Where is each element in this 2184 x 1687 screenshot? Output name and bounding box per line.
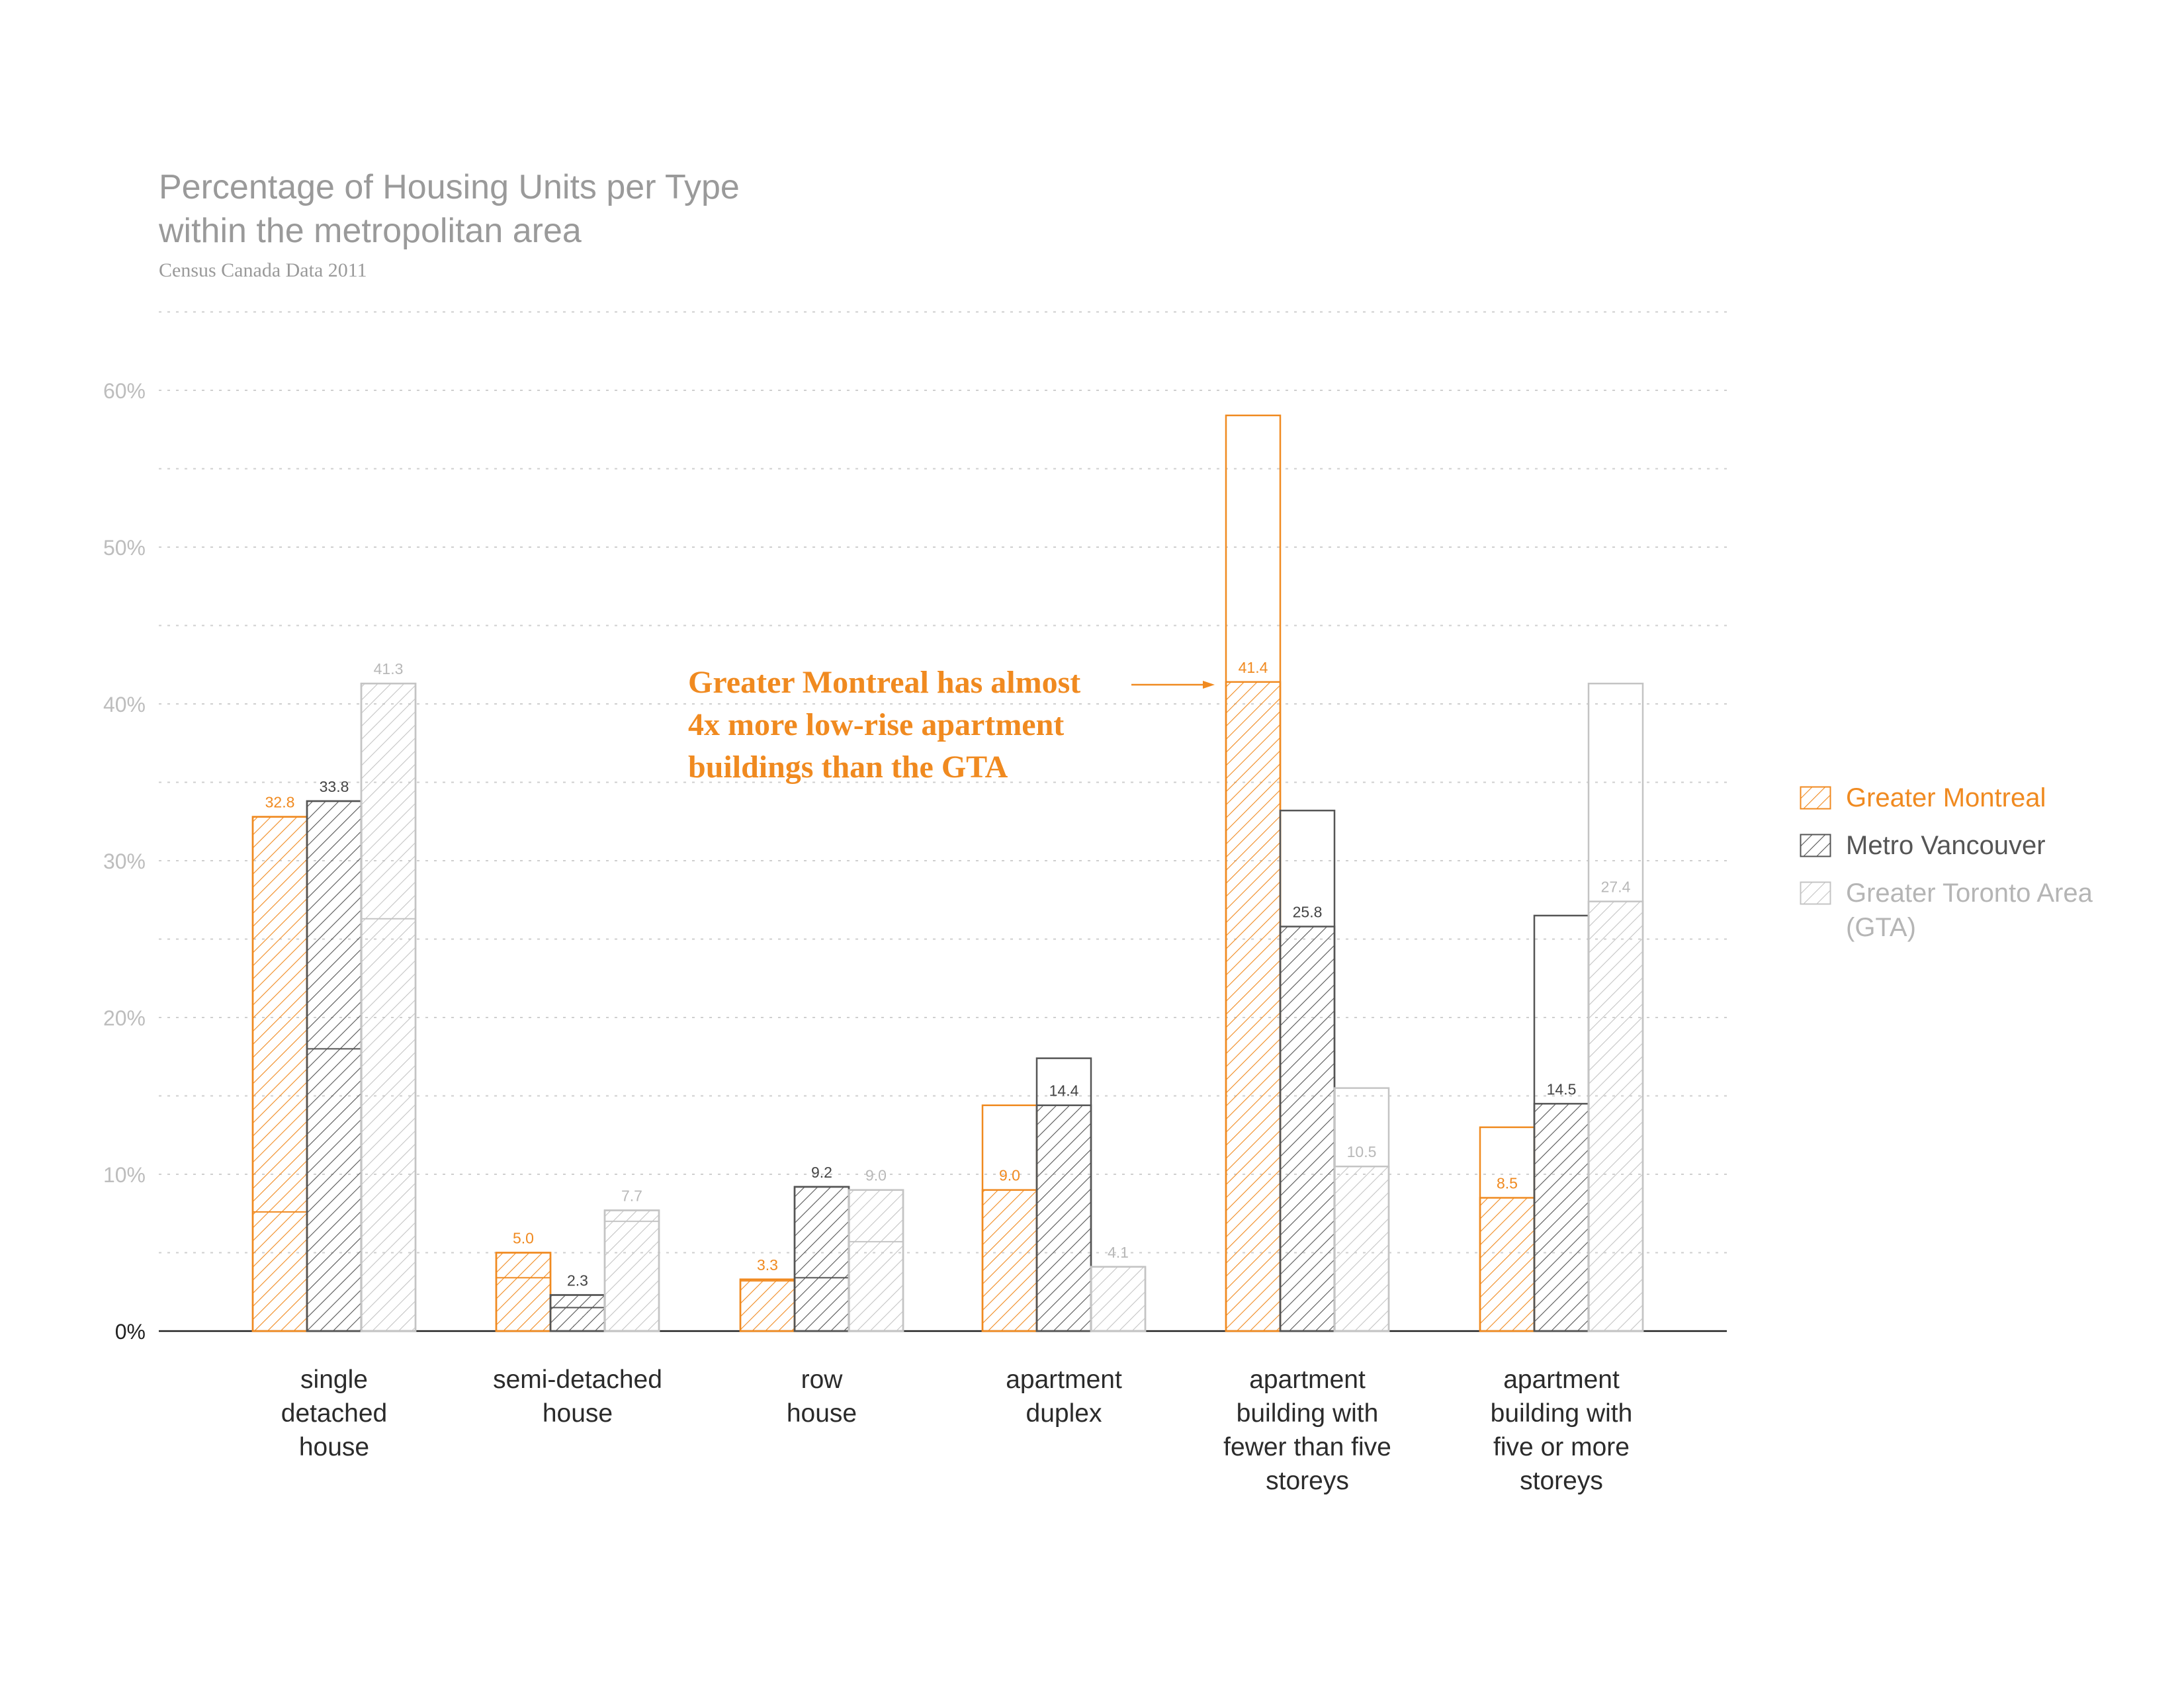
bar	[848, 1189, 904, 1332]
x-tick-label: apartment	[1503, 1365, 1620, 1394]
x-tick-label: row	[801, 1365, 844, 1394]
data-label: 41.3	[374, 660, 404, 677]
bar	[1035, 1104, 1092, 1332]
legend-label-montreal: Greater Montreal	[1846, 783, 2046, 812]
x-tick-label: storeys	[1266, 1467, 1349, 1495]
y-tick-label: 0%	[115, 1320, 146, 1344]
bar	[306, 800, 363, 1332]
chart-title-line-1: Percentage of Housing Units per Type	[159, 168, 740, 206]
bar	[360, 682, 417, 1332]
annotation-arrow-head	[1203, 681, 1215, 689]
y-tick-label: 40%	[103, 693, 146, 716]
data-label: 10.5	[1347, 1143, 1377, 1160]
x-tick-label: house	[543, 1399, 613, 1428]
data-label: 14.5	[1547, 1080, 1577, 1098]
data-label: 41.4	[1239, 659, 1268, 676]
bar	[603, 1209, 660, 1332]
y-tick-label: 60%	[103, 379, 146, 403]
bar	[1090, 1266, 1147, 1332]
y-tick-label: 10%	[103, 1163, 146, 1187]
x-tick-label: duplex	[1026, 1399, 1102, 1428]
data-label: 14.4	[1049, 1082, 1079, 1100]
x-tick-label: apartment	[1249, 1365, 1366, 1394]
x-tick-label: apartment	[1006, 1365, 1122, 1394]
legend-swatch-vancouver	[1800, 834, 1831, 857]
legend-label-toronto-line-1: Greater Toronto Area	[1846, 879, 2093, 908]
y-tick-label: 30%	[103, 849, 146, 873]
annotation-text: Greater Montreal has almost 4x more low-…	[688, 662, 1080, 789]
data-label: 27.4	[1601, 879, 1631, 896]
data-label: 5.0	[513, 1230, 534, 1247]
legend-swatch-montreal	[1800, 786, 1831, 810]
y-tick-label: 20%	[103, 1006, 146, 1030]
bar	[495, 1252, 552, 1332]
bar	[251, 816, 308, 1332]
chart-title: Percentage of Housing Units per Type wit…	[159, 165, 1085, 253]
legend-label-toronto-line-2: (GTA)	[1846, 913, 1916, 942]
data-label: 25.8	[1293, 904, 1323, 921]
data-label: 9.2	[811, 1164, 832, 1181]
data-label: 9.0	[865, 1167, 887, 1184]
chart-subtitle: Census Canada Data 2011	[159, 259, 367, 281]
bar	[1479, 1197, 1536, 1332]
x-tick-label: house	[299, 1433, 369, 1461]
data-label: 3.3	[757, 1256, 778, 1274]
chart-title-line-2: within the metropolitan area	[159, 212, 582, 250]
data-label: 2.3	[567, 1272, 588, 1289]
bar	[1279, 926, 1336, 1332]
x-tick-label: fewer than five	[1223, 1433, 1391, 1461]
data-label: 9.0	[999, 1167, 1020, 1184]
x-tick-label: storeys	[1520, 1467, 1603, 1495]
data-label: 4.1	[1108, 1244, 1129, 1261]
bar	[1533, 1103, 1590, 1332]
bar	[549, 1294, 606, 1332]
bar	[981, 1189, 1038, 1332]
x-tick-label: single	[300, 1365, 368, 1394]
x-tick-label: semi-detached	[493, 1365, 662, 1394]
data-label: 33.8	[320, 778, 349, 795]
x-tick-label: house	[787, 1399, 857, 1428]
x-tick-label: building with	[1237, 1399, 1379, 1428]
annotation-line-2: 4x more low-rise apartment	[688, 707, 1065, 742]
x-tick-label: building with	[1491, 1399, 1633, 1428]
annotation-line-1: Greater Montreal has almost	[688, 665, 1081, 700]
x-tick-label: detached	[281, 1399, 387, 1428]
data-label: 8.5	[1497, 1175, 1518, 1192]
y-tick-label: 50%	[103, 536, 146, 560]
legend-label-vancouver: Metro Vancouver	[1846, 831, 2046, 860]
x-tick-label: five or more	[1493, 1433, 1630, 1461]
bar	[793, 1186, 850, 1332]
bar	[739, 1278, 796, 1332]
bar	[1587, 900, 1644, 1332]
bar	[1333, 1165, 1390, 1332]
annotation-line-3: buildings than the GTA	[688, 750, 1008, 785]
data-label: 32.8	[265, 794, 295, 811]
bar	[1225, 681, 1282, 1332]
legend-swatch-toronto	[1800, 881, 1831, 905]
data-label: 7.7	[621, 1188, 642, 1205]
